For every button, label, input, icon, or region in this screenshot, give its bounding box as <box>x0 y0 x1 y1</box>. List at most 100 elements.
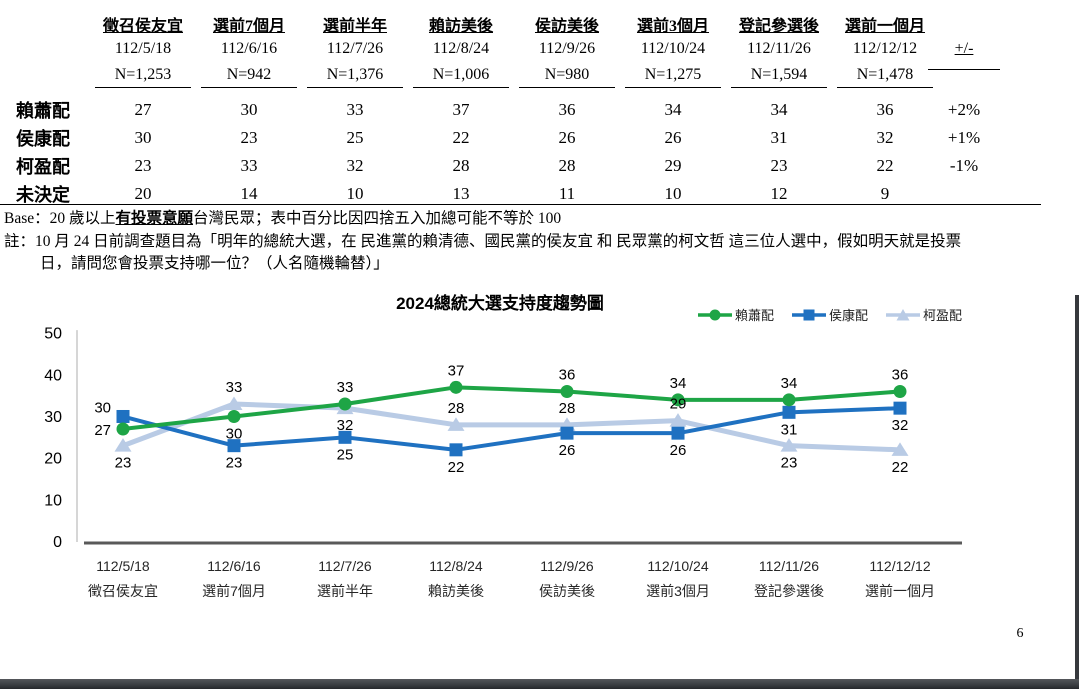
sample-size-label: N=942 <box>226 66 272 83</box>
value-cell: 28 <box>452 156 470 175</box>
svg-text:33: 33 <box>337 379 354 396</box>
sample-size-cell: N=980 <box>514 66 620 88</box>
notes-block: Base：20 歲以上有投票意願台灣民眾；表中百分比因四捨五入加總可能不等於 1… <box>4 208 961 276</box>
change-cell: -1% <box>949 156 979 175</box>
svg-text:選前一個月: 選前一個月 <box>865 583 935 599</box>
survey-note-line1: 註：10 月 24 日前調查題目為「明年的總統大選，在 民進黨的賴清德、國民黨的… <box>4 232 962 250</box>
page-number: 6 <box>1016 626 1024 641</box>
base-note-suffix: 台灣民眾；表中百分比因四捨五入加總可能不等於 100 <box>193 210 562 227</box>
change-cell: +2% <box>947 100 981 119</box>
event-header-cell: 選前一個月 <box>832 12 938 36</box>
row-label: 侯康配 <box>16 129 70 149</box>
svg-text:10: 10 <box>44 492 62 509</box>
sample-size-label: N=1,594 <box>750 66 808 83</box>
row-label: 賴蕭配 <box>16 101 70 121</box>
svg-text:31: 31 <box>781 421 798 438</box>
svg-text:34: 34 <box>781 375 798 392</box>
date-header-cell: 112/9/26 <box>514 40 620 58</box>
legend-item: 柯盈配 <box>886 305 962 324</box>
event-header-label: 侯訪美後 <box>534 18 599 35</box>
sample-size-cell: N=1,478 <box>832 66 938 88</box>
poll-table: 徵召侯友宜 選前7個月 選前半年 賴訪美後 侯訪美後 選前3個月 登記參選後 選前一個月 112… <box>0 6 1041 208</box>
value-cell: 22 <box>876 156 894 175</box>
svg-text:選前7個月: 選前7個月 <box>202 583 266 599</box>
svg-text:20: 20 <box>44 451 62 468</box>
value-cell: 33 <box>346 100 364 119</box>
svg-text:112/10/24: 112/10/24 <box>647 558 708 574</box>
value-cell: 30 <box>240 100 258 119</box>
sample-size-cell: N=1,253 <box>90 66 196 88</box>
legend-label: 柯盈配 <box>923 308 963 323</box>
table-row: 未決定 20 14 10 13 11 10 12 9 <box>0 180 1041 208</box>
value-cell: 30 <box>134 128 152 147</box>
svg-text:賴訪美後: 賴訪美後 <box>428 583 484 599</box>
table-row: 侯康配 30 23 25 22 26 26 31 32 +1% <box>0 124 1041 152</box>
value-cell: 12 <box>770 184 788 203</box>
svg-text:32: 32 <box>892 417 909 434</box>
table-header-events: 徵召侯友宜 選前7個月 選前半年 賴訪美後 侯訪美後 選前3個月 登記參選後 選前一個月 <box>0 6 1041 36</box>
svg-text:112/12/12: 112/12/12 <box>869 558 930 574</box>
table-header-samples: N=1,253 N=942 N=1,376 N=1,006 N=980 N=1,275 N=… <box>0 62 1041 96</box>
value-cell: 33 <box>240 156 258 175</box>
svg-text:112/5/18: 112/5/18 <box>96 558 150 574</box>
value-cell: 9 <box>880 184 890 203</box>
svg-text:112/9/26: 112/9/26 <box>540 558 594 574</box>
value-cell: 31 <box>770 128 788 147</box>
table-row: 柯盈配 23 33 32 28 28 29 23 22 -1% <box>0 152 1041 180</box>
svg-text:27: 27 <box>94 422 111 439</box>
date-header-cell: 112/8/24 <box>408 40 514 58</box>
event-header-cell: 徵召侯友宜 <box>90 12 196 36</box>
value-cell: 32 <box>346 156 364 175</box>
svg-text:徵召侯友宜: 徵召侯友宜 <box>88 583 158 599</box>
svg-text:26: 26 <box>670 442 687 459</box>
date-header-label: 112/6/16 <box>220 40 278 57</box>
svg-text:112/6/16: 112/6/16 <box>207 558 261 574</box>
svg-text:23: 23 <box>781 455 798 472</box>
event-header-label: 選前一個月 <box>844 18 925 35</box>
value-cell: 36 <box>876 100 894 119</box>
event-header-cell: 選前3個月 <box>620 12 726 36</box>
date-header-cell: 112/10/24 <box>620 40 726 58</box>
date-header-cell: 112/11/26 <box>726 40 832 58</box>
svg-text:50: 50 <box>44 326 62 343</box>
value-cell: 10 <box>664 184 682 203</box>
svg-text:40: 40 <box>44 367 62 384</box>
value-cell: 13 <box>452 184 470 203</box>
event-header-label: 賴訪美後 <box>428 18 493 35</box>
date-header-label: 112/8/24 <box>432 40 490 57</box>
value-cell: 23 <box>240 128 258 147</box>
date-header-cell: 112/5/18 <box>90 40 196 58</box>
legend-item: 賴蕭配 <box>698 305 774 324</box>
svg-text:28: 28 <box>448 400 465 417</box>
svg-text:30: 30 <box>94 399 111 416</box>
sample-size-label: N=1,253 <box>114 66 172 83</box>
svg-text:32: 32 <box>337 417 354 434</box>
event-header-cell: 賴訪美後 <box>408 12 514 36</box>
svg-text:23: 23 <box>226 455 243 472</box>
date-header-cell: 112/12/12 <box>832 40 938 58</box>
table-bottom-rule <box>0 204 1041 205</box>
value-cell: 36 <box>558 100 576 119</box>
svg-text:23: 23 <box>115 455 132 472</box>
legend-item: 侯康配 <box>792 305 868 324</box>
value-cell: 26 <box>558 128 576 147</box>
svg-text:112/7/26: 112/7/26 <box>318 558 372 574</box>
legend-label: 侯康配 <box>829 308 869 323</box>
value-cell: 25 <box>346 128 364 147</box>
value-cell: 32 <box>876 128 894 147</box>
date-header-label: 112/9/26 <box>538 40 596 57</box>
sample-size-label: N=1,275 <box>644 66 702 83</box>
value-cell: 37 <box>452 100 470 119</box>
event-header-cell: 登記參選後 <box>726 12 832 36</box>
value-cell: 34 <box>770 100 788 119</box>
value-cell: 28 <box>558 156 576 175</box>
event-header-cell: 選前7個月 <box>196 12 302 36</box>
event-header-label: 選前半年 <box>322 18 387 35</box>
change-cell: +1% <box>947 128 981 147</box>
value-cell: 34 <box>664 100 682 119</box>
svg-text:30: 30 <box>44 409 62 426</box>
row-label: 柯盈配 <box>16 157 70 177</box>
value-cell: 11 <box>558 184 576 203</box>
value-cell: 20 <box>134 184 152 203</box>
